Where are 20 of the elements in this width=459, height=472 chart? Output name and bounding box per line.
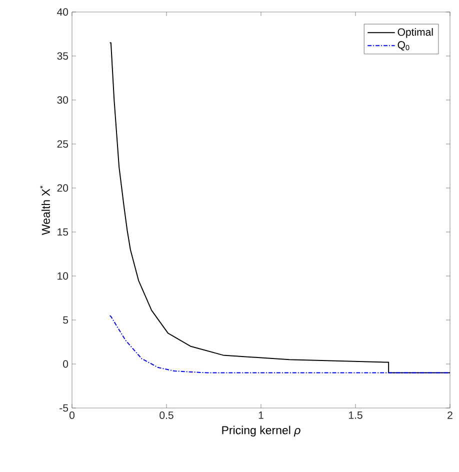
y-tick-label: -5 (60, 404, 68, 412)
legend-label: Q$_{0}$ (398, 41, 410, 50)
y-tick-label: 10 (58, 272, 68, 280)
x-tick-label: 1 (258, 412, 264, 419)
y-tick-label: 15 (58, 228, 68, 236)
x-tick-label: 2 (448, 412, 452, 419)
y-tick-label: 25 (57, 140, 68, 148)
y-tick-label: 20 (57, 184, 68, 192)
x-tick-label: 0.5 (160, 412, 174, 419)
y-axis-title: Wealth X$^{*}$ (40, 186, 50, 235)
y-tick-label: 35 (57, 52, 68, 60)
y-tick-label: 40 (57, 8, 68, 16)
y-tick-label: 30 (57, 96, 68, 104)
x-tick-label: 1.5 (349, 412, 362, 419)
x-tick-label: 0 (69, 412, 75, 419)
legend-label: Optimal (398, 28, 433, 38)
y-tick-label: 5 (63, 316, 68, 324)
x-axis-title: Pricing kernel ρ (222, 426, 300, 437)
line-series (109, 42, 450, 374)
y-tick-label: 0 (63, 360, 68, 368)
